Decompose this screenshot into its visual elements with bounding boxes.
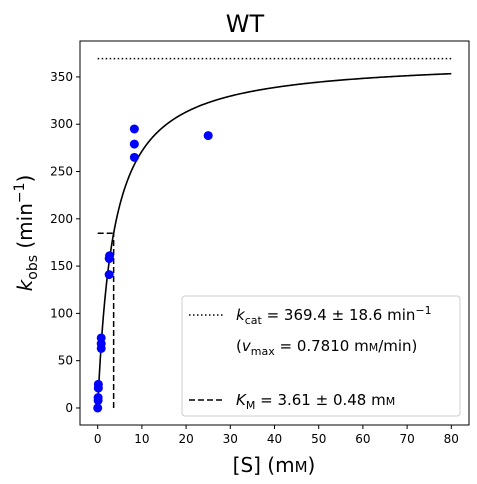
legend-vmax-label: (vmax = 0.7810 mM/min) (236, 337, 417, 358)
data-point (104, 270, 114, 280)
legend-box (181, 295, 461, 417)
data-points (93, 124, 213, 413)
chart-title: WT (226, 10, 265, 38)
legend-km-label: KM = 3.61 ± 0.48 mM (236, 391, 395, 412)
y-axis-label: kobs (min−1) (12, 175, 41, 292)
data-point (93, 393, 103, 403)
x-tick-label: 40 (267, 432, 282, 446)
x-tick-label: 20 (178, 432, 193, 446)
x-tick-label: 0 (94, 432, 102, 446)
data-point (203, 131, 213, 141)
x-tick-label: 80 (444, 432, 459, 446)
data-point (129, 152, 139, 162)
x-axis-label: [S] (mM) (233, 453, 316, 477)
y-tick-label: 50 (58, 354, 73, 368)
x-axis-ticks: 0 10 20 30 40 50 60 70 80 (94, 425, 459, 446)
y-tick-label: 0 (65, 401, 73, 415)
y-tick-label: 300 (50, 117, 73, 131)
y-tick-label: 250 (50, 165, 73, 179)
y-tick-label: 350 (50, 70, 73, 84)
x-tick-label: 10 (134, 432, 149, 446)
y-tick-label: 200 (50, 212, 73, 226)
x-tick-label: 60 (355, 432, 370, 446)
y-axis-ticks: 0 50 100 150 200 250 300 350 (50, 70, 80, 415)
x-tick-label: 30 (223, 432, 238, 446)
legend: kcat = 369.4 ± 18.6 min−1 (vmax = 0.7810… (181, 295, 461, 417)
x-tick-label: 70 (399, 432, 414, 446)
x-tick-label: 50 (311, 432, 326, 446)
data-point (93, 403, 103, 413)
y-tick-label: 100 (50, 306, 73, 320)
data-point (93, 379, 103, 389)
data-point (129, 139, 139, 149)
legend-kcat-label: kcat = 369.4 ± 18.6 min−1 (236, 304, 432, 327)
y-tick-label: 150 (50, 259, 73, 273)
data-point (105, 251, 115, 261)
data-point (96, 333, 106, 343)
data-point (129, 124, 139, 134)
